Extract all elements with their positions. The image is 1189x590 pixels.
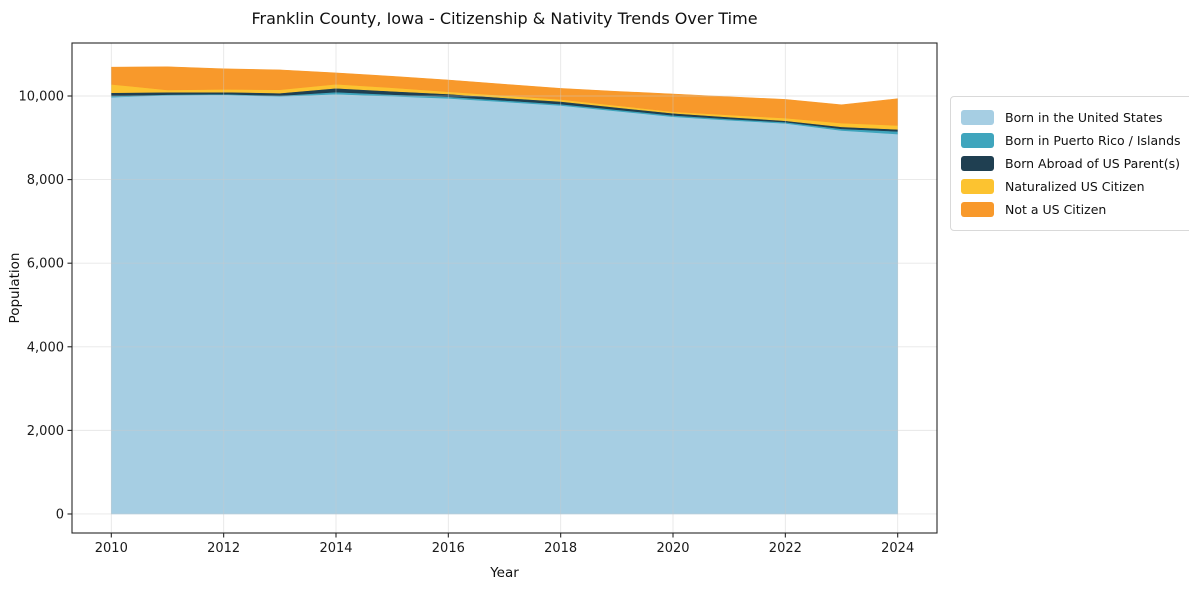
plot-frame (71, 42, 938, 534)
area-not-a-us-citizen (111, 66, 898, 126)
chart-title: Franklin County, Iowa - Citizenship & Na… (251, 9, 758, 28)
legend-item-born-in-the-united-states: Born in the United States (961, 106, 1181, 129)
x-tick-label: 2014 (319, 541, 352, 556)
legend-label: Not a US Citizen (1005, 202, 1107, 217)
legend-swatch-icon (961, 156, 994, 171)
tick-marks (67, 95, 899, 538)
legend-label: Born in Puerto Rico / Islands (1005, 133, 1181, 148)
x-tick-label: 2018 (544, 541, 577, 556)
x-axis-label: Year (490, 565, 519, 581)
y-tick-label: 8,000 (27, 173, 64, 188)
x-tick-label: 2016 (432, 541, 465, 556)
legend-swatch-icon (961, 110, 994, 125)
legend-label: Born in the United States (1005, 110, 1163, 125)
legend-swatch-icon (961, 179, 994, 194)
y-tick-label: 6,000 (27, 257, 64, 272)
x-tick-label: 2022 (769, 541, 802, 556)
y-tick-label: 2,000 (27, 424, 64, 439)
y-tick-label: 4,000 (27, 340, 64, 355)
x-tick-label: 2010 (95, 541, 128, 556)
y-tick-label: 0 (56, 507, 64, 522)
legend-item-born-abroad-of-us-parent-s: Born Abroad of US Parent(s) (961, 152, 1181, 175)
stacked-areas (111, 66, 898, 515)
legend-item-born-in-puerto-rico-islands: Born in Puerto Rico / Islands (961, 129, 1181, 152)
legend-swatch-icon (961, 133, 994, 148)
legend-label: Born Abroad of US Parent(s) (1005, 156, 1180, 171)
x-tick-label: 2012 (207, 541, 240, 556)
legend-item-naturalized-us-citizen: Naturalized US Citizen (961, 175, 1181, 198)
x-tick-label: 2024 (881, 541, 914, 556)
gridlines (72, 43, 937, 533)
x-tick-label: 2020 (656, 541, 689, 556)
legend: Born in the United States Born in Puerto … (950, 96, 1189, 231)
area-born-in-the-united-states (111, 93, 898, 515)
y-tick-label: 10,000 (19, 90, 65, 105)
axes-frame (71, 42, 938, 534)
legend-swatch-icon (961, 202, 994, 217)
legend-label: Naturalized US Citizen (1005, 179, 1145, 194)
legend-item-not-a-us-citizen: Not a US Citizen (961, 198, 1181, 221)
tick-labels: 2010 2012 2014 2016 2018 2020 2022 2024 0 2,000 4,… (19, 90, 915, 556)
y-axis-label: Population (7, 252, 23, 324)
